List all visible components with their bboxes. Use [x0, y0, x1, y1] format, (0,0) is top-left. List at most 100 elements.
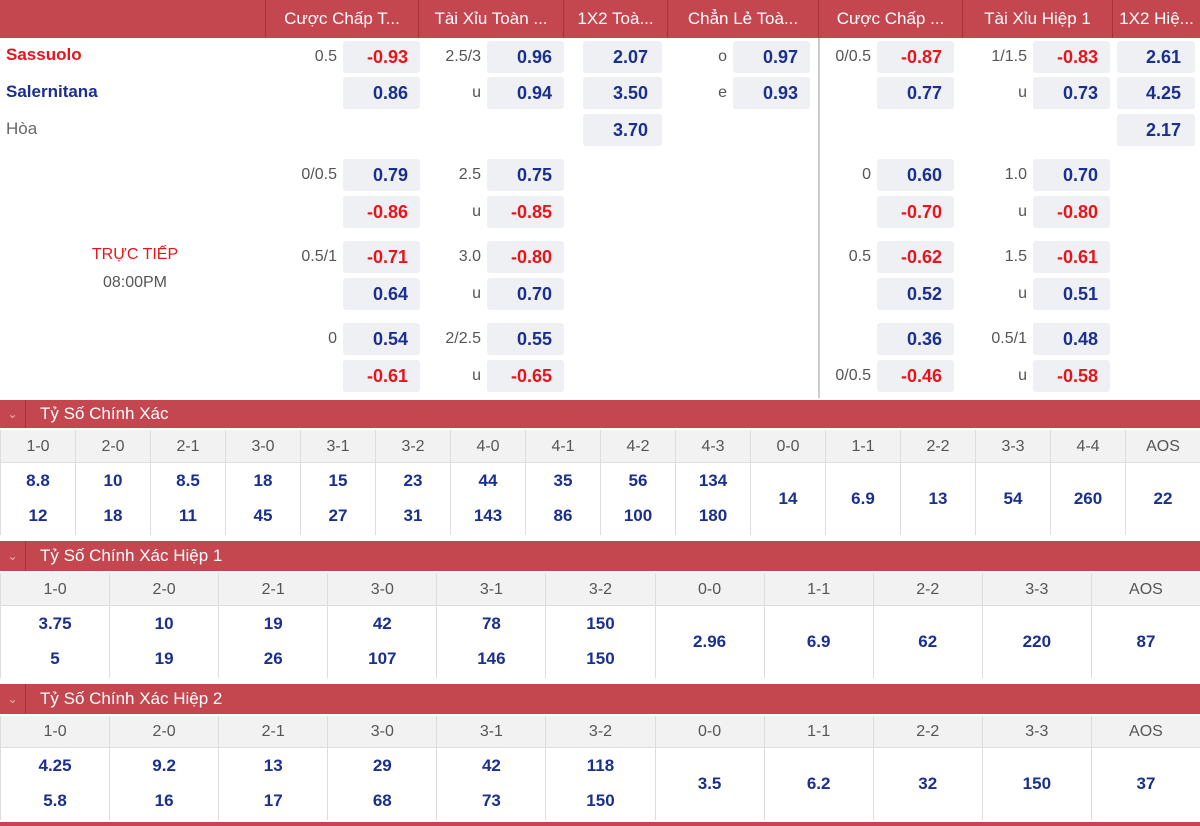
odds-button[interactable]: -0.61	[343, 360, 420, 392]
odds-button[interactable]: 0.97	[733, 41, 810, 73]
score-odds[interactable]: 87	[1136, 632, 1156, 651]
score-odds-cell[interactable]: 10 18	[75, 463, 150, 535]
score-odds[interactable]: 19	[263, 614, 283, 633]
column-header[interactable]: Tài Xỉu Toàn ...	[418, 0, 563, 38]
score-odds[interactable]: 150	[1022, 774, 1052, 793]
score-odds[interactable]: 150	[586, 791, 615, 810]
score-odds-cell[interactable]: 260	[1050, 463, 1125, 535]
score-odds-cell[interactable]: 42 73	[436, 748, 545, 820]
score-odds[interactable]: 17	[263, 791, 283, 810]
score-odds[interactable]: 19	[154, 649, 174, 668]
score-odds[interactable]: 42	[372, 614, 392, 633]
chevron-down-icon[interactable]: ⌄	[0, 400, 26, 428]
odds-button[interactable]: -0.58	[1033, 360, 1110, 392]
odds-button[interactable]: 2.07	[583, 41, 662, 73]
column-header[interactable]: Cược Chấp ...	[818, 0, 962, 38]
score-odds[interactable]: 18	[253, 471, 273, 490]
score-odds-cell[interactable]: 6.9	[825, 463, 900, 535]
odds-button[interactable]: 4.25	[1117, 77, 1195, 109]
score-odds[interactable]: 6.2	[806, 774, 831, 793]
home-team[interactable]: Sassuolo	[6, 45, 82, 64]
score-odds-cell[interactable]: 22	[1125, 463, 1200, 535]
score-odds-cell[interactable]: 87	[1090, 606, 1200, 678]
score-odds-cell[interactable]: 13	[900, 463, 975, 535]
score-odds[interactable]: 8.5	[176, 471, 200, 490]
score-odds-cell[interactable]: 3.75 5	[0, 606, 109, 678]
odds-button[interactable]: 0.60	[877, 159, 954, 191]
odds-button[interactable]: -0.80	[1033, 196, 1110, 228]
score-odds-cell[interactable]: 62	[872, 606, 982, 678]
score-odds-cell[interactable]: 8.5 11	[150, 463, 225, 535]
odds-button[interactable]: 0.79	[343, 159, 420, 191]
score-odds[interactable]: 12	[28, 506, 48, 525]
score-odds-cell[interactable]: 44 143	[450, 463, 525, 535]
score-odds-cell[interactable]: 29 68	[327, 748, 436, 820]
score-odds[interactable]: 6.9	[851, 489, 875, 508]
score-odds-cell[interactable]: 78 146	[436, 606, 545, 678]
odds-button[interactable]: 3.50	[583, 77, 662, 109]
column-header[interactable]: 1X2 Toà...	[563, 0, 667, 38]
score-odds[interactable]: 27	[328, 506, 348, 525]
odds-button[interactable]: -0.70	[877, 196, 954, 228]
column-header[interactable]: Chẳn Lẻ Toà...	[667, 0, 818, 38]
score-odds[interactable]: 150	[586, 614, 615, 633]
score-odds-cell[interactable]: 54	[975, 463, 1050, 535]
score-odds[interactable]: 14	[778, 489, 798, 508]
odds-button[interactable]: -0.93	[343, 41, 420, 73]
odds-button[interactable]: 0.75	[487, 159, 564, 191]
odds-button[interactable]: 0.36	[877, 323, 954, 355]
score-odds-cell[interactable]: 134 180	[675, 463, 750, 535]
odds-button[interactable]: 2.61	[1117, 41, 1195, 73]
odds-button[interactable]: -0.71	[343, 241, 420, 273]
section-header[interactable]: ⌄ Tỷ Số Chính Xác Hiệp 1	[0, 541, 1200, 571]
score-odds[interactable]: 6.9	[806, 632, 831, 651]
score-odds[interactable]: 3.5	[697, 774, 722, 793]
chevron-down-icon[interactable]: ⌄	[0, 541, 26, 571]
odds-button[interactable]: 0.93	[733, 77, 810, 109]
score-odds[interactable]: 68	[372, 791, 392, 810]
odds-button[interactable]: 0.86	[343, 77, 420, 109]
score-odds-cell[interactable]: 3.5	[654, 748, 764, 820]
column-header[interactable]: Cược Chấp T...	[265, 0, 418, 38]
odds-button[interactable]: 0.64	[343, 278, 420, 310]
score-odds[interactable]: 107	[368, 649, 397, 668]
score-odds-cell[interactable]: 42 107	[327, 606, 436, 678]
score-odds-cell[interactable]: 35 86	[525, 463, 600, 535]
score-odds[interactable]: 146	[477, 649, 506, 668]
score-odds-cell[interactable]: 6.2	[763, 748, 873, 820]
section-header[interactable]: ⌄ Tỷ Số Chính Xác	[0, 400, 1200, 428]
score-odds-cell[interactable]: 23 31	[375, 463, 450, 535]
score-odds-cell[interactable]: 2.96	[654, 606, 764, 678]
score-odds[interactable]: 11	[179, 506, 197, 525]
score-odds[interactable]: 5.8	[43, 791, 67, 810]
column-header[interactable]: Tài Xỉu Hiệp 1	[962, 0, 1112, 38]
odds-button[interactable]: 0.96	[487, 41, 564, 73]
score-odds-cell[interactable]: 56 100	[600, 463, 675, 535]
score-odds[interactable]: 15	[328, 471, 348, 490]
score-odds[interactable]: 13	[928, 489, 948, 508]
score-odds[interactable]: 260	[1073, 489, 1103, 508]
score-odds[interactable]: 9.2	[152, 756, 176, 775]
odds-button[interactable]: 0.94	[487, 77, 564, 109]
score-odds[interactable]: 220	[1022, 632, 1052, 651]
score-odds[interactable]: 3.75	[38, 614, 72, 633]
score-odds[interactable]: 10	[154, 614, 174, 633]
odds-button[interactable]: -0.61	[1033, 241, 1110, 273]
odds-button[interactable]: -0.86	[343, 196, 420, 228]
score-odds[interactable]: 118	[586, 756, 615, 775]
score-odds[interactable]: 73	[481, 791, 501, 810]
score-odds[interactable]: 22	[1153, 489, 1173, 508]
score-odds-cell[interactable]: 14	[750, 463, 825, 535]
score-odds-cell[interactable]: 19 26	[218, 606, 327, 678]
score-odds[interactable]: 2.96	[693, 632, 727, 651]
score-odds-cell[interactable]: 10 19	[109, 606, 218, 678]
odds-button[interactable]: 0.51	[1033, 278, 1110, 310]
score-odds[interactable]: 54	[1003, 489, 1023, 508]
score-odds-cell[interactable]: 37	[1090, 748, 1200, 820]
score-odds-cell[interactable]: 150	[981, 748, 1091, 820]
odds-button[interactable]: 0.70	[1033, 159, 1110, 191]
score-odds[interactable]: 32	[918, 774, 938, 793]
score-odds-cell[interactable]: 15 27	[300, 463, 375, 535]
odds-button[interactable]: -0.62	[877, 241, 954, 273]
odds-button[interactable]: -0.46	[877, 360, 954, 392]
